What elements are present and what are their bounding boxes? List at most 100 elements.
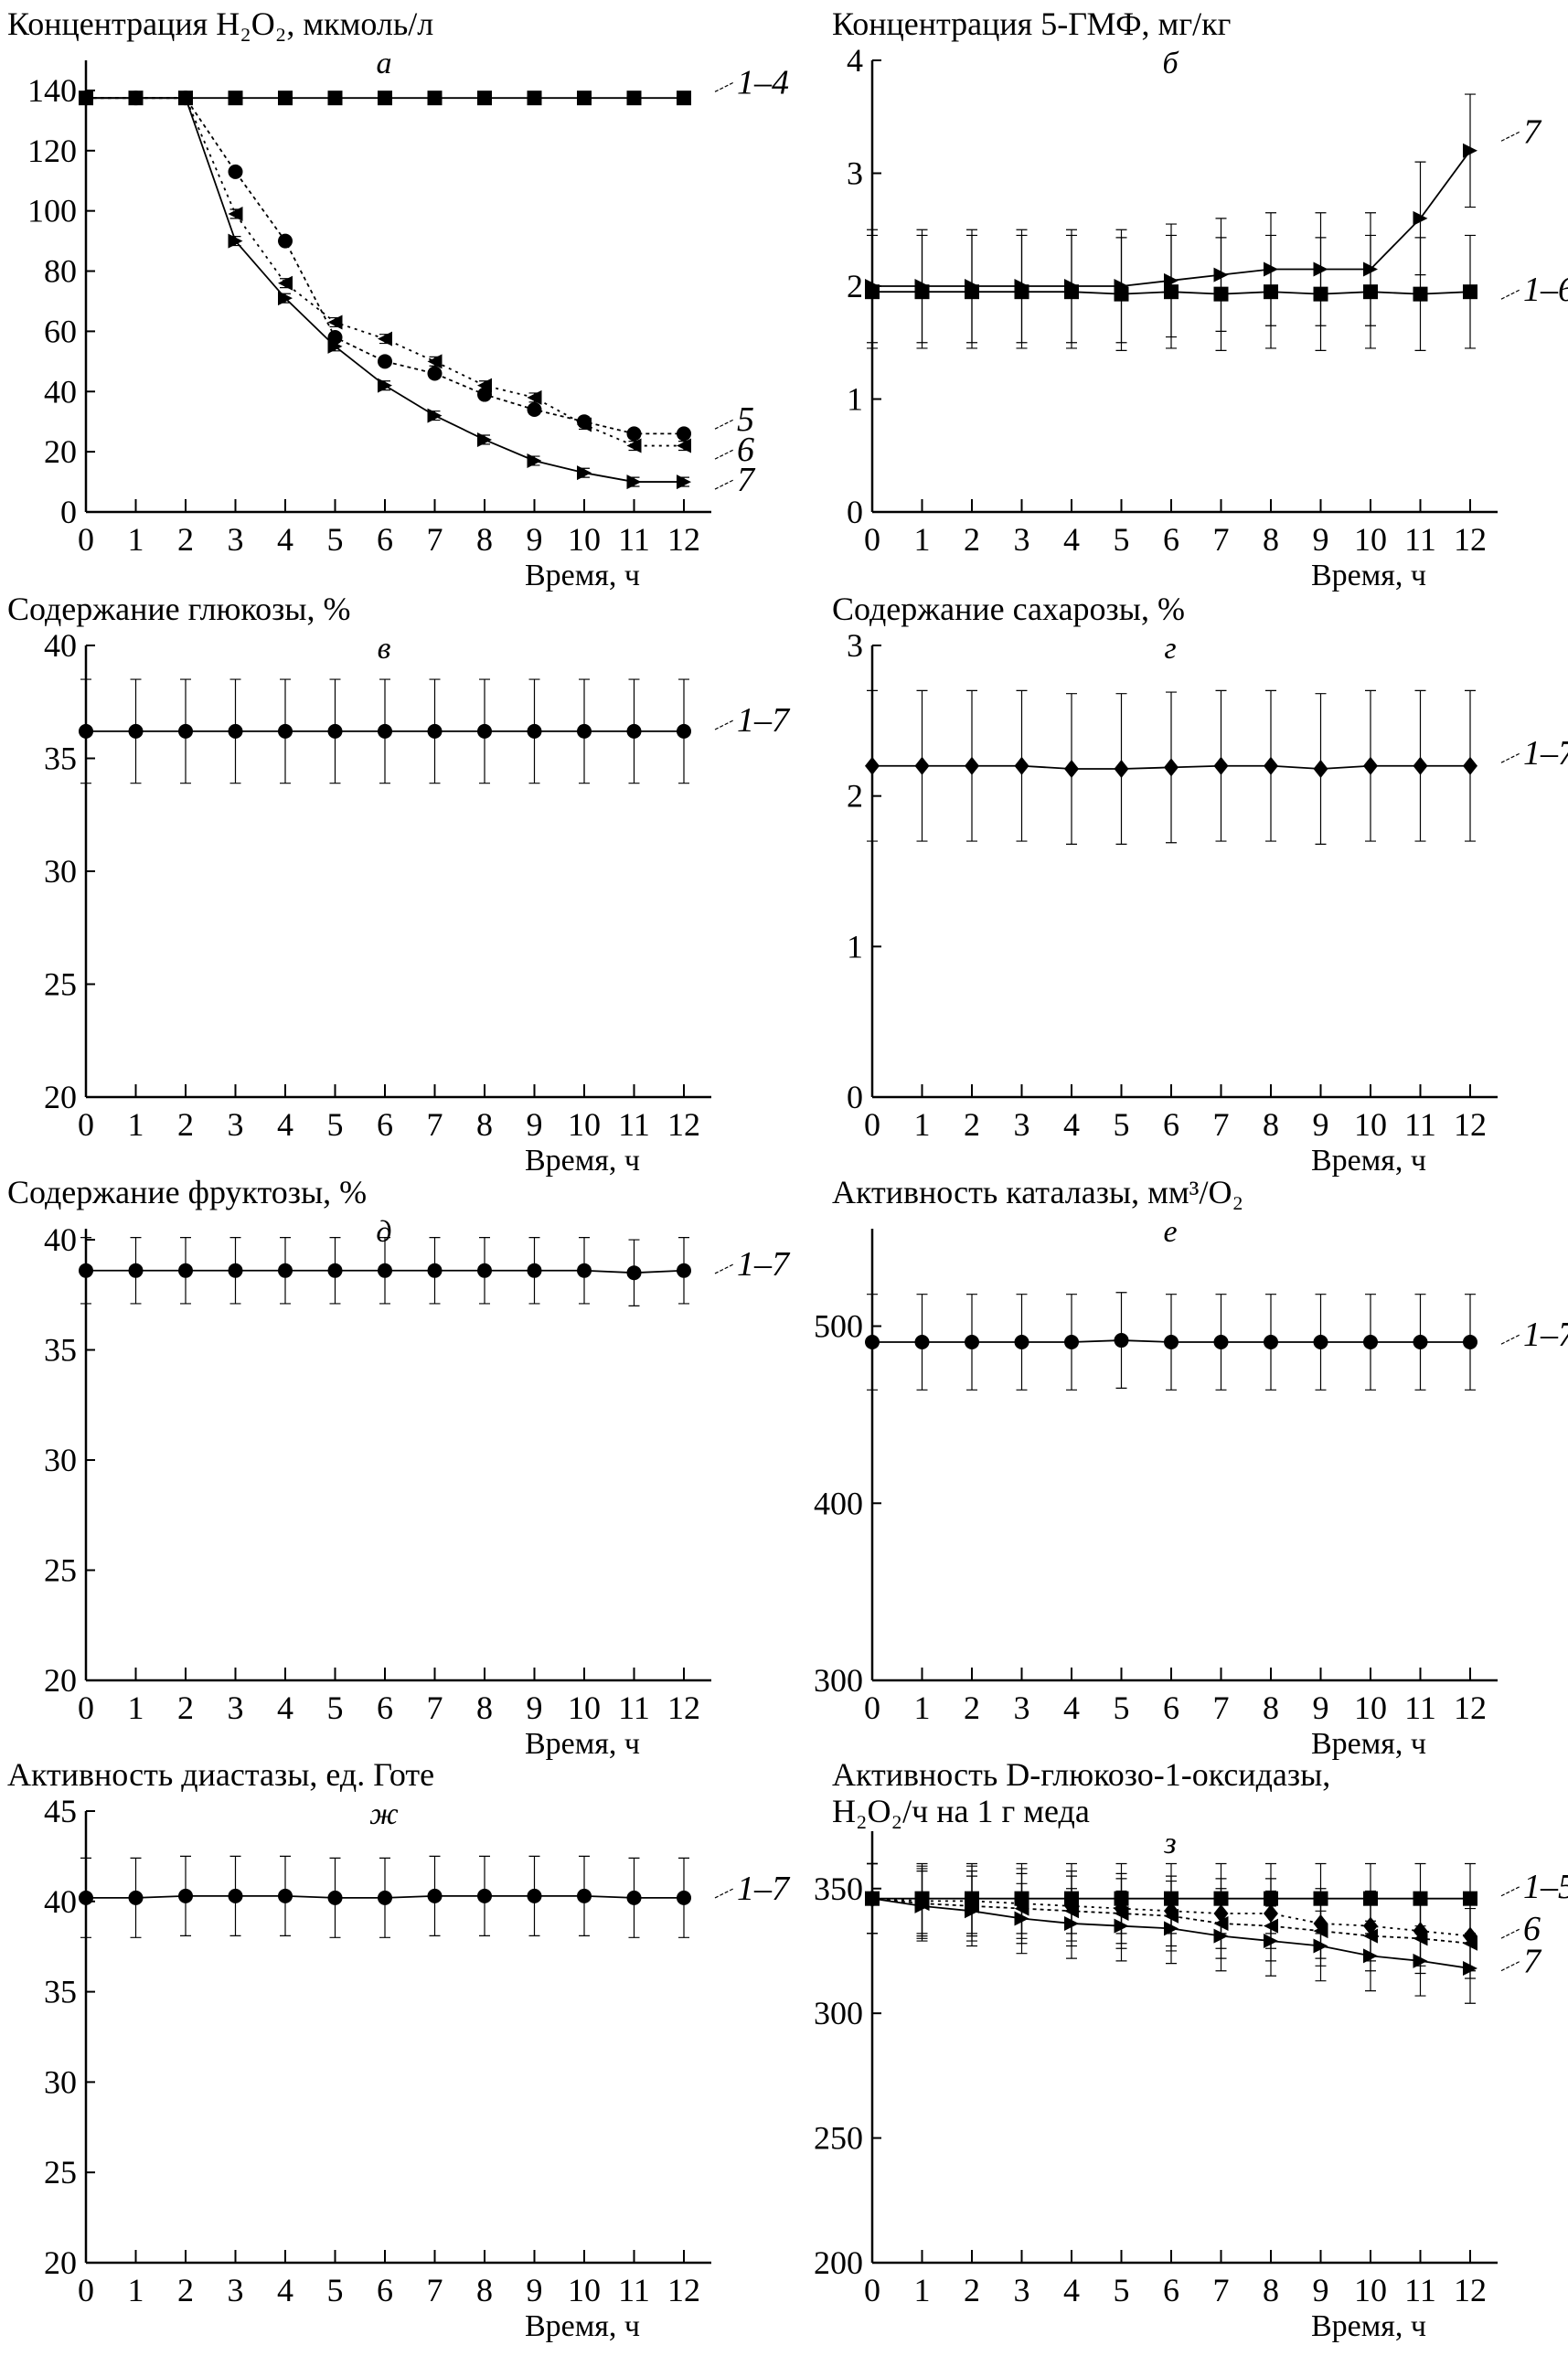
data-point-triangle-right [378,378,392,393]
series-label: 1–7 [737,1870,791,1908]
data-point-circle [278,1263,293,1278]
data-point-diamond [1413,756,1428,775]
data-point-triangle-right [1064,1915,1079,1931]
x-tick-label: 8 [476,2272,493,2308]
y-tick-label: 35 [44,1332,77,1369]
data-point-triangle-left [378,331,392,346]
y-tick-label: 35 [44,1974,77,2010]
x-tick-label: 2 [964,1106,980,1143]
data-point-circle [1313,1334,1328,1349]
chart-panel-1: Концентрация H₂O₂, мкмоль/ла020406080100… [7,5,789,592]
series-7 [79,91,691,490]
x-tick-label: 11 [618,2272,650,2308]
data-point-circle [677,723,691,739]
data-point-triangle-right [1413,210,1428,226]
y-tick-label: 100 [27,193,77,229]
data-point-triangle-right [1264,261,1278,277]
y-tick-label: 40 [44,373,77,410]
data-point-circle [527,723,542,739]
x-tick-label: 12 [1454,1106,1487,1143]
data-point-diamond [914,756,930,775]
x-tick-label: 4 [1063,1106,1080,1143]
data-point-diamond [1264,756,1278,775]
x-tick-label: 12 [1454,2272,1487,2308]
y-tick-label: 400 [814,1485,863,1521]
series-label-leader [714,81,734,92]
x-tick-label: 12 [1454,1689,1487,1726]
chart-title: Содержание глюкозы, % [7,591,351,627]
data-point-circle [228,723,243,739]
data-point-triangle-right [1363,261,1378,277]
x-axis-label: Время, ч [525,2309,640,2343]
panel-letter: а [377,47,392,80]
x-tick-label: 9 [1313,2272,1329,2308]
x-tick-label: 4 [277,521,293,558]
x-axis-label: Время, ч [525,559,640,592]
y-tick-label: 20 [44,1079,77,1115]
x-tick-label: 4 [1063,521,1080,558]
series-line [86,97,684,447]
data-point-triangle-right [477,432,492,447]
data-point-triangle-right [1313,1938,1328,1954]
series-label-leader [714,479,734,490]
series-7 [865,93,1477,344]
y-tick-label: 2 [847,268,863,304]
data-point-square [1463,1891,1477,1906]
data-point-circle [626,426,642,442]
x-tick-label: 6 [1163,1689,1179,1726]
series-1–7 [79,1237,691,1306]
x-tick-label: 3 [1014,521,1030,558]
data-point-triangle-right [1213,267,1229,282]
data-point-circle [577,1263,592,1278]
x-tick-label: 0 [864,1106,880,1143]
data-point-square [427,91,443,106]
series-label-leader [1500,1928,1520,1939]
y-tick-label: 30 [44,2063,77,2100]
series-label-leader [714,419,734,430]
x-tick-label: 6 [1163,521,1179,558]
data-point-triangle-right [965,1903,979,1919]
data-point-circle [965,1334,979,1349]
x-tick-label: 3 [1014,1106,1030,1143]
series-line [86,97,684,483]
x-tick-label: 8 [1263,521,1279,558]
series-label-leader [1500,289,1520,300]
series-1–7 [79,678,691,784]
y-tick-label: 40 [44,627,77,664]
x-tick-label: 9 [527,521,543,558]
series-1–7 [865,689,1477,845]
series-1–7 [79,1855,691,1938]
y-tick-label: 200 [814,2244,863,2281]
data-point-circle [79,1890,93,1905]
chart-panel-7: Активность диастазы, ед. Готеж2025303540… [7,1756,791,2343]
series-label-leader [1500,1334,1520,1345]
data-point-circle [477,1263,492,1278]
chart-title: Концентрация H₂O₂, мкмоль/л [7,5,433,42]
x-tick-label: 3 [228,1689,244,1726]
data-point-circle [327,723,343,739]
x-tick-label: 5 [1114,2272,1130,2308]
x-tick-label: 6 [1163,1106,1179,1143]
data-point-circle [128,1263,144,1278]
data-point-square [477,91,492,106]
y-tick-label: 140 [27,72,77,109]
x-tick-label: 3 [1014,1689,1030,1726]
data-point-circle [228,1888,243,1903]
data-point-triangle-right [1114,1918,1129,1934]
data-point-circle [378,723,392,739]
x-tick-label: 0 [78,521,94,558]
y-tick-label: 120 [27,133,77,169]
x-tick-label: 4 [277,1689,293,1726]
series-label-leader [1500,1886,1520,1897]
series-label: 1–5 [1523,1868,1568,1906]
x-tick-label: 1 [128,521,144,558]
y-tick-label: 1 [847,381,863,418]
data-point-triangle-left [327,314,343,330]
x-tick-label: 6 [377,1689,393,1726]
x-tick-label: 10 [568,521,601,558]
series-6 [79,91,691,453]
series-label-leader [714,1888,734,1899]
data-point-triangle-right [677,474,691,490]
